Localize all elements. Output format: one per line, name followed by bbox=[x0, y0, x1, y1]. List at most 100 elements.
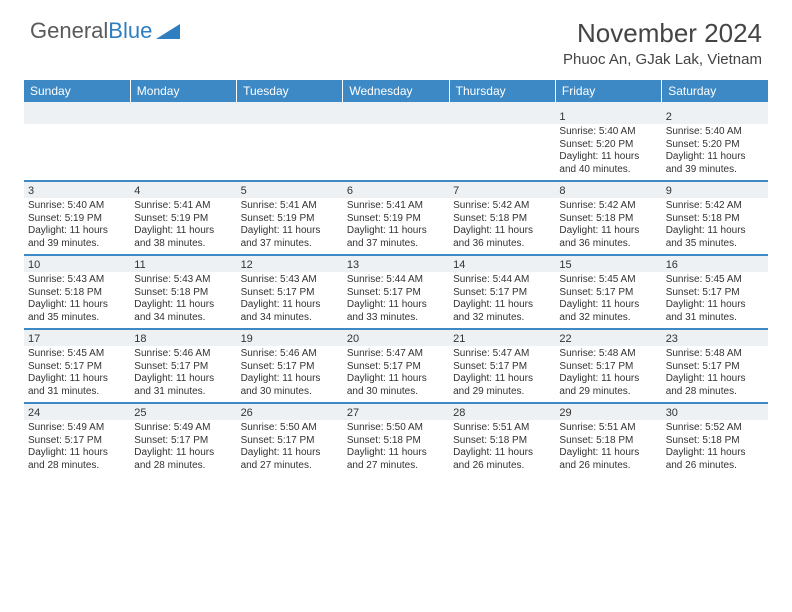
daylight-line: Daylight: 11 hours and 28 minutes. bbox=[28, 447, 126, 472]
day-number-cell: 19 bbox=[237, 330, 343, 346]
sunrise-line: Sunrise: 5:50 AM bbox=[241, 422, 339, 435]
sunrise-line: Sunrise: 5:47 AM bbox=[453, 348, 551, 361]
weekday-header: Wednesday bbox=[343, 80, 449, 102]
day-detail-cell: Sunrise: 5:43 AMSunset: 5:18 PMDaylight:… bbox=[130, 272, 236, 329]
daylight-line: Daylight: 11 hours and 27 minutes. bbox=[347, 447, 445, 472]
sunset-line: Sunset: 5:19 PM bbox=[241, 213, 339, 226]
sunrise-line: Sunrise: 5:42 AM bbox=[453, 200, 551, 213]
header: GeneralBlue November 2024 Phuoc An, GJak… bbox=[0, 0, 792, 74]
day-detail-cell: Sunrise: 5:42 AMSunset: 5:18 PMDaylight:… bbox=[449, 198, 555, 255]
calendar-table: SundayMondayTuesdayWednesdayThursdayFrid… bbox=[24, 80, 768, 476]
day-number-cell: 20 bbox=[343, 330, 449, 346]
daylight-line: Daylight: 11 hours and 34 minutes. bbox=[241, 299, 339, 324]
day-number-cell bbox=[24, 108, 130, 124]
sunset-line: Sunset: 5:17 PM bbox=[134, 361, 232, 374]
day-detail-cell: Sunrise: 5:42 AMSunset: 5:18 PMDaylight:… bbox=[662, 198, 768, 255]
sunrise-line: Sunrise: 5:48 AM bbox=[666, 348, 764, 361]
sunset-line: Sunset: 5:17 PM bbox=[453, 287, 551, 300]
day-detail-cell bbox=[24, 124, 130, 181]
sunrise-line: Sunrise: 5:50 AM bbox=[347, 422, 445, 435]
sunrise-line: Sunrise: 5:49 AM bbox=[28, 422, 126, 435]
day-number-row: 24252627282930 bbox=[24, 404, 768, 420]
sunrise-line: Sunrise: 5:49 AM bbox=[134, 422, 232, 435]
sunset-line: Sunset: 5:19 PM bbox=[28, 213, 126, 226]
daylight-line: Daylight: 11 hours and 35 minutes. bbox=[666, 225, 764, 250]
daylight-line: Daylight: 11 hours and 40 minutes. bbox=[559, 151, 657, 176]
daylight-line: Daylight: 11 hours and 35 minutes. bbox=[28, 299, 126, 324]
brand-part1: General bbox=[30, 18, 108, 44]
daylight-line: Daylight: 11 hours and 36 minutes. bbox=[453, 225, 551, 250]
day-number-cell bbox=[449, 108, 555, 124]
daylight-line: Daylight: 11 hours and 29 minutes. bbox=[559, 373, 657, 398]
sunset-line: Sunset: 5:17 PM bbox=[559, 361, 657, 374]
sunrise-line: Sunrise: 5:46 AM bbox=[134, 348, 232, 361]
weekday-header: Friday bbox=[555, 80, 661, 102]
day-number-cell: 26 bbox=[237, 404, 343, 420]
sunrise-line: Sunrise: 5:51 AM bbox=[559, 422, 657, 435]
title-block: November 2024 Phuoc An, GJak Lak, Vietna… bbox=[563, 18, 762, 68]
day-detail-cell bbox=[130, 124, 236, 181]
day-number-cell: 22 bbox=[555, 330, 661, 346]
daylight-line: Daylight: 11 hours and 28 minutes. bbox=[666, 373, 764, 398]
logo-triangle-icon bbox=[156, 22, 182, 40]
sunset-line: Sunset: 5:17 PM bbox=[28, 361, 126, 374]
day-detail-cell: Sunrise: 5:40 AMSunset: 5:20 PMDaylight:… bbox=[555, 124, 661, 181]
day-detail-cell: Sunrise: 5:51 AMSunset: 5:18 PMDaylight:… bbox=[449, 420, 555, 476]
sunset-line: Sunset: 5:20 PM bbox=[666, 139, 764, 152]
daylight-line: Daylight: 11 hours and 32 minutes. bbox=[559, 299, 657, 324]
sunset-line: Sunset: 5:18 PM bbox=[559, 435, 657, 448]
sunset-line: Sunset: 5:18 PM bbox=[666, 213, 764, 226]
day-number-cell: 30 bbox=[662, 404, 768, 420]
day-detail-cell: Sunrise: 5:45 AMSunset: 5:17 PMDaylight:… bbox=[24, 346, 130, 403]
sunset-line: Sunset: 5:18 PM bbox=[134, 287, 232, 300]
day-detail-cell: Sunrise: 5:49 AMSunset: 5:17 PMDaylight:… bbox=[24, 420, 130, 476]
sunrise-line: Sunrise: 5:43 AM bbox=[241, 274, 339, 287]
day-detail-cell: Sunrise: 5:44 AMSunset: 5:17 PMDaylight:… bbox=[449, 272, 555, 329]
sunrise-line: Sunrise: 5:45 AM bbox=[559, 274, 657, 287]
day-detail-cell: Sunrise: 5:49 AMSunset: 5:17 PMDaylight:… bbox=[130, 420, 236, 476]
day-detail-cell bbox=[343, 124, 449, 181]
sunset-line: Sunset: 5:18 PM bbox=[453, 435, 551, 448]
day-number-cell: 10 bbox=[24, 256, 130, 272]
day-number-cell: 8 bbox=[555, 182, 661, 198]
daylight-line: Daylight: 11 hours and 33 minutes. bbox=[347, 299, 445, 324]
daylight-line: Daylight: 11 hours and 26 minutes. bbox=[559, 447, 657, 472]
sunset-line: Sunset: 5:19 PM bbox=[134, 213, 232, 226]
day-number-cell: 9 bbox=[662, 182, 768, 198]
day-detail-cell: Sunrise: 5:46 AMSunset: 5:17 PMDaylight:… bbox=[237, 346, 343, 403]
sunrise-line: Sunrise: 5:51 AM bbox=[453, 422, 551, 435]
day-number-cell bbox=[343, 108, 449, 124]
sunset-line: Sunset: 5:17 PM bbox=[666, 287, 764, 300]
weekday-header: Tuesday bbox=[237, 80, 343, 102]
day-detail-cell: Sunrise: 5:50 AMSunset: 5:18 PMDaylight:… bbox=[343, 420, 449, 476]
sunset-line: Sunset: 5:18 PM bbox=[453, 213, 551, 226]
day-number-row: 17181920212223 bbox=[24, 330, 768, 346]
sunset-line: Sunset: 5:17 PM bbox=[347, 361, 445, 374]
sunrise-line: Sunrise: 5:43 AM bbox=[134, 274, 232, 287]
day-detail-cell: Sunrise: 5:44 AMSunset: 5:17 PMDaylight:… bbox=[343, 272, 449, 329]
day-number-cell: 29 bbox=[555, 404, 661, 420]
day-number-cell: 28 bbox=[449, 404, 555, 420]
day-detail-cell: Sunrise: 5:41 AMSunset: 5:19 PMDaylight:… bbox=[237, 198, 343, 255]
day-number-cell: 11 bbox=[130, 256, 236, 272]
sunset-line: Sunset: 5:17 PM bbox=[241, 435, 339, 448]
day-number-cell: 17 bbox=[24, 330, 130, 346]
day-detail-row: Sunrise: 5:45 AMSunset: 5:17 PMDaylight:… bbox=[24, 346, 768, 403]
day-number-cell bbox=[130, 108, 236, 124]
day-number-cell: 14 bbox=[449, 256, 555, 272]
day-number-cell: 4 bbox=[130, 182, 236, 198]
weekday-header: Monday bbox=[130, 80, 236, 102]
day-detail-row: Sunrise: 5:43 AMSunset: 5:18 PMDaylight:… bbox=[24, 272, 768, 329]
day-detail-cell: Sunrise: 5:48 AMSunset: 5:17 PMDaylight:… bbox=[555, 346, 661, 403]
day-detail-cell: Sunrise: 5:46 AMSunset: 5:17 PMDaylight:… bbox=[130, 346, 236, 403]
day-number-cell: 2 bbox=[662, 108, 768, 124]
day-detail-cell bbox=[237, 124, 343, 181]
daylight-line: Daylight: 11 hours and 37 minutes. bbox=[347, 225, 445, 250]
brand-part2: Blue bbox=[108, 18, 152, 44]
sunset-line: Sunset: 5:18 PM bbox=[28, 287, 126, 300]
sunrise-line: Sunrise: 5:48 AM bbox=[559, 348, 657, 361]
daylight-line: Daylight: 11 hours and 26 minutes. bbox=[453, 447, 551, 472]
sunset-line: Sunset: 5:18 PM bbox=[666, 435, 764, 448]
day-number-cell: 13 bbox=[343, 256, 449, 272]
sunrise-line: Sunrise: 5:40 AM bbox=[559, 126, 657, 139]
